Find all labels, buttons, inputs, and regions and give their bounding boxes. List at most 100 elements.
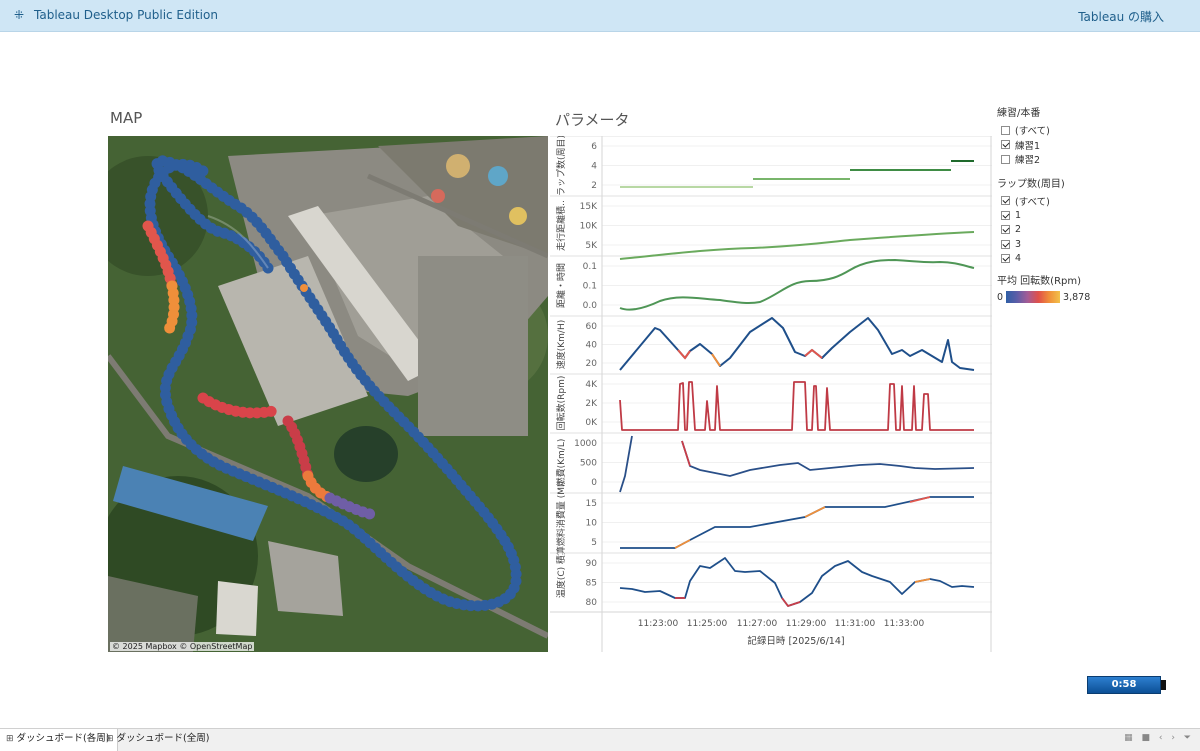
practice-option-label: 練習1 <box>1015 140 1041 152</box>
playback-indicator[interactable]: 0:58 <box>1087 676 1166 694</box>
checkbox[interactable] <box>1001 125 1010 135</box>
rpm-gradient <box>1006 291 1061 303</box>
y-axis-label: 走行距離積.. <box>555 200 567 251</box>
y-axis-label: 距離・時間 <box>555 263 567 308</box>
y-tick-label: 10K <box>580 222 598 232</box>
playback-time: 0:58 <box>1087 676 1161 694</box>
x-tick-label: 11:29:00 <box>786 619 827 629</box>
x-tick-label: 11:23:00 <box>638 619 679 629</box>
lap-option-label: (すべて) <box>1015 196 1050 208</box>
y-axis-label: ラップ数(周目) <box>555 136 567 196</box>
tableau-plus-icon: ⁜ <box>14 8 25 22</box>
params-heading: パラメータ <box>555 111 630 129</box>
y-axis-label: 温度(C) <box>555 567 567 598</box>
y-tick-label: 6 <box>591 142 597 152</box>
checkbox[interactable] <box>1001 196 1010 206</box>
parameter-charts-svg: 6 4 2 ラップ数(周目) 15K 10K 5K 走行距離積.. 0.1 0.1 0.0 距離・時間… <box>550 136 992 652</box>
y-tick-label: 90 <box>586 559 598 569</box>
lap-option-label: 4 <box>1015 253 1022 265</box>
track-map[interactable]: © 2025 Mapbox © OpenStreetMap <box>108 136 548 652</box>
satellite-map <box>108 136 548 652</box>
parameter-charts[interactable]: 6 4 2 ラップ数(周目) 15K 10K 5K 走行距離積.. 0.1 0.1 0.0 距離・時間… <box>550 136 992 652</box>
lap-option[interactable]: 1 <box>997 208 1107 223</box>
map-attribution: © 2025 Mapbox © OpenStreetMap <box>110 642 255 651</box>
y-tick-label: 5 <box>591 538 597 548</box>
speed-highlight <box>677 349 691 360</box>
checkbox[interactable] <box>1001 210 1010 220</box>
speed-highlight <box>804 348 823 359</box>
y-tick-label: 2 <box>591 181 597 191</box>
practice-filter-title: 練習/本番 <box>997 108 1041 119</box>
track-path <box>142 155 522 612</box>
fuel-consumption-highlight <box>909 496 931 503</box>
y-tick-label: 20 <box>586 359 598 369</box>
lap-option-label: 2 <box>1015 224 1022 236</box>
temperature-highlight <box>781 597 801 608</box>
x-tick-label: 11:31:00 <box>835 619 876 629</box>
fuel-consumption-highlight <box>804 506 826 518</box>
app-title: Tableau Desktop Public Edition <box>34 8 218 22</box>
distance-series <box>619 231 975 260</box>
practice-option[interactable]: 練習2 <box>997 152 1107 167</box>
y-tick-label: 10 <box>586 519 598 529</box>
filter-panel: 練習/本番 (すべて) 練習1 練習2 ラップ数(周目) (すべて) 1 2 3 4 平均 … <box>997 104 1107 303</box>
y-tick-label: 0.1 <box>583 282 597 292</box>
practice-option[interactable]: (すべて) <box>997 123 1107 138</box>
checkbox[interactable] <box>1001 225 1010 235</box>
practice-option-label: 練習2 <box>1015 155 1041 167</box>
y-tick-label: 1000 <box>574 439 597 449</box>
y-tick-label: 5K <box>585 241 598 251</box>
lap-option-label: 3 <box>1015 238 1022 250</box>
dashboard-icon: ⊞ <box>106 734 114 744</box>
lap-option[interactable]: 4 <box>997 252 1107 267</box>
lap-filter-title: ラップ数(周目) <box>997 178 1065 190</box>
x-tick-label: 11:27:00 <box>737 619 778 629</box>
checkbox[interactable] <box>1001 239 1010 249</box>
y-axis-label: 回転数(Rpm) <box>555 376 567 431</box>
tab-dashboard-each-lap[interactable]: ⊞ ダッシュボード(各周) <box>0 729 119 751</box>
car-position-marker <box>300 284 308 292</box>
y-tick-label: 80 <box>586 598 598 608</box>
map-heading: MAP <box>110 109 143 127</box>
tab-label: ダッシュボード(全周) <box>116 733 210 744</box>
y-tick-label: 4 <box>591 162 597 172</box>
checkbox[interactable] <box>1001 154 1010 164</box>
temperature-highlight <box>914 578 931 583</box>
app-title-bar: ⁜ Tableau Desktop Public Edition Tableau… <box>0 0 1200 32</box>
dashboard-icon: ⊞ <box>6 734 14 744</box>
practice-option[interactable]: 練習1 <box>997 138 1107 153</box>
distance-time-series <box>619 258 975 311</box>
rpm-legend-max: 3,878 <box>1063 291 1091 303</box>
practice-filter: (すべて) 練習1 練習2 <box>997 123 1107 167</box>
sheet-tabs: ⊞ ダッシュボード(各周) ⊞ ダッシュボード(全周) ▦ ■ ‹ › ⏷ <box>0 728 1200 751</box>
lap-filter: (すべて) 1 2 3 4 <box>997 194 1107 267</box>
tab-dashboard-all-laps[interactable]: ⊞ ダッシュボード(全周) <box>100 729 217 751</box>
rpm-legend-min: 0 <box>997 291 1004 303</box>
lap-option[interactable]: 3 <box>997 237 1107 252</box>
speed-highlight <box>711 353 721 367</box>
fuel-efficiency-highlight <box>681 440 691 467</box>
y-tick-label: 0.1 <box>583 262 597 272</box>
checkbox[interactable] <box>1001 254 1010 264</box>
y-tick-label: 85 <box>586 579 597 589</box>
y-tick-label: 500 <box>580 459 597 469</box>
x-axis-title: 記録日時 [2025/6/14] <box>747 635 844 647</box>
y-tick-label: 0 <box>591 478 597 488</box>
lap-option[interactable]: 2 <box>997 223 1107 238</box>
y-tick-label: 15 <box>586 499 597 509</box>
tab-label: ダッシュボード(各周) <box>16 733 110 744</box>
y-axis-label: 積算燃料消費量 (Ml) <box>555 481 567 564</box>
practice-option-label: (すべて) <box>1015 126 1050 138</box>
y-tick-label: 2K <box>585 399 598 409</box>
lap-option[interactable]: (すべて) <box>997 194 1107 209</box>
y-axis-label: 燃費(Km/L) <box>555 439 567 487</box>
checkbox[interactable] <box>1001 140 1010 150</box>
rpm-color-legend: 0 3,878 <box>997 291 1107 303</box>
y-tick-label: 0K <box>585 418 598 428</box>
y-tick-label: 40 <box>586 341 598 351</box>
fuel-consumption-highlight <box>674 539 691 549</box>
y-tick-label: 0.0 <box>583 301 598 311</box>
playback-cap <box>1161 680 1166 690</box>
sheet-controls[interactable]: ▦ ■ ‹ › ⏷ <box>1124 733 1194 743</box>
buy-tableau-link[interactable]: Tableau の購入 <box>1078 10 1164 24</box>
